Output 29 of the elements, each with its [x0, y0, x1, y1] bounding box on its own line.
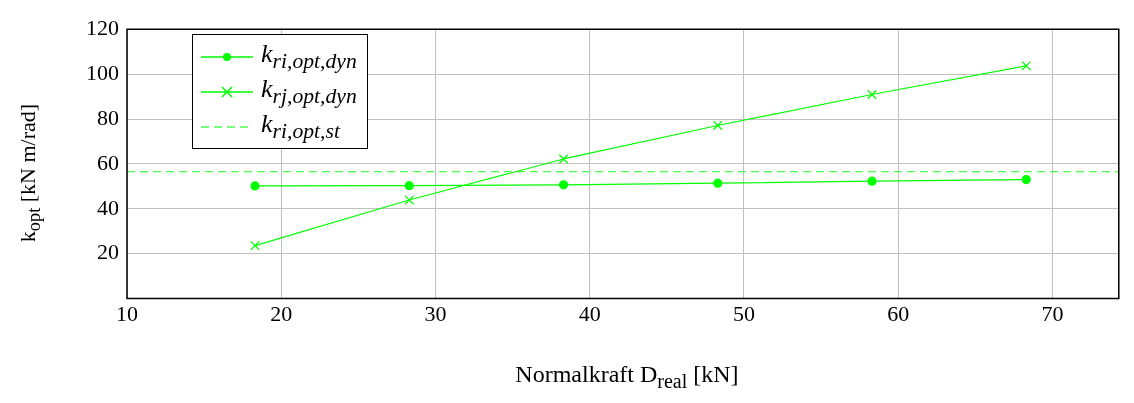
legend-label: k$_{ri,opt,dyn}$ [261, 38, 357, 75]
x-tick-label: 50 [732, 300, 755, 326]
x-tick-label: 60 [887, 300, 910, 326]
point [712, 120, 723, 131]
y-tick-label: 120 [86, 14, 119, 40]
y-tick-label: 100 [86, 59, 119, 85]
y-tick-label: 40 [97, 194, 119, 220]
point [558, 180, 569, 190]
x-tick-label: 30 [424, 300, 447, 326]
legend-label: k$_{ri,opt,st}$ [261, 108, 340, 145]
point [558, 154, 569, 164]
point [867, 89, 877, 100]
y-tick-label: 80 [97, 104, 119, 130]
y-tick-label: 20 [97, 239, 119, 265]
point [713, 178, 723, 188]
point [404, 195, 415, 205]
x-axis-title: Normalkraft D$_{real}$ [kN] [514, 361, 740, 393]
point [250, 181, 260, 191]
point [404, 181, 414, 191]
point [1021, 175, 1031, 185]
x-tick-label: 40 [578, 300, 601, 326]
point [1021, 60, 1032, 71]
legend-label: k$_{rj,opt,dyn}$ [261, 73, 357, 110]
x-tick-label: 20 [270, 300, 293, 326]
x-tick-label: 10 [116, 300, 138, 326]
point [867, 176, 877, 186]
x-tick-label: 70 [1041, 300, 1064, 326]
point [250, 240, 260, 251]
y-tick-label: 60 [97, 149, 119, 175]
